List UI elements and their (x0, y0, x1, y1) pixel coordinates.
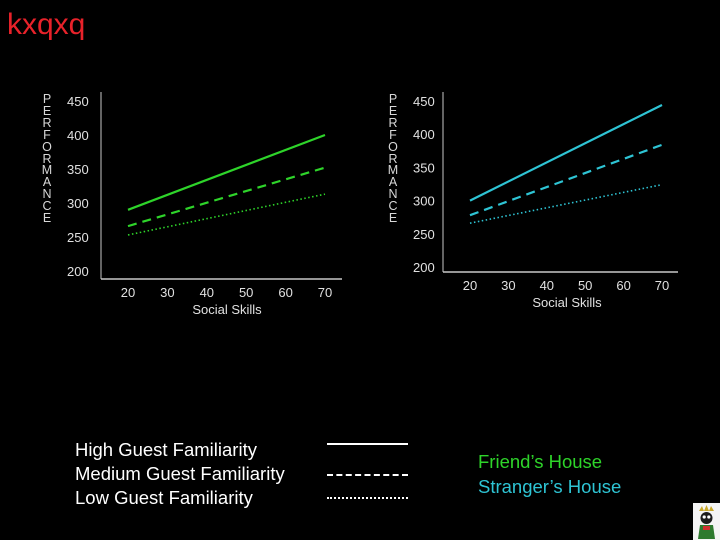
legend-high-familiarity: High Guest Familiarity (75, 439, 257, 460)
right-x-tick-label: 30 (501, 278, 515, 293)
y-axis-label-letter: A (388, 175, 398, 190)
y-axis-label-letter: R (388, 115, 398, 130)
left-x-tick-label: 30 (160, 285, 174, 300)
right-y-tick-label: 400 (413, 127, 435, 142)
right-y-tick-label: 450 (413, 94, 435, 109)
left-x-tick-label: 40 (200, 285, 214, 300)
right-x-tick-label: 50 (578, 278, 592, 293)
left-series-dashed (127, 166, 326, 228)
y-axis-label-letter: A (42, 175, 52, 190)
left-x-tick-label: 60 (278, 285, 292, 300)
left-x-tick-label: 20 (121, 285, 135, 300)
right-x-tick-label: 40 (540, 278, 554, 293)
y-axis-label-letter: E (388, 211, 398, 226)
right-y-tick-label: 250 (413, 227, 435, 242)
right-x-tick-label: 60 (616, 278, 630, 293)
legend-medium-familiarity: Medium Guest Familiarity (75, 463, 285, 484)
right-series-dotted (469, 183, 663, 224)
right-series-solid (469, 103, 663, 202)
right-y-tick-label: 350 (413, 160, 435, 175)
y-axis-label-letter: R (388, 151, 398, 166)
right-x-tick-label: 20 (463, 278, 477, 293)
right-series-dashed (469, 143, 663, 217)
y-axis-label-letter: E (42, 211, 52, 226)
legend-dotted-line (327, 497, 408, 499)
y-axis-label-letter: P (42, 92, 52, 106)
y-axis-label-letter: C (388, 199, 398, 214)
left-x-tick-label: 70 (318, 285, 332, 300)
y-axis-label-letter: N (42, 187, 52, 202)
legend-strangers-house: Stranger’s House (478, 476, 622, 497)
y-axis-label-letter: R (42, 115, 52, 130)
y-axis-label-letter: E (388, 103, 398, 118)
y-axis-label-letter: R (42, 151, 52, 166)
left-series-solid (127, 133, 326, 211)
y-axis-label-letter: M (387, 163, 399, 178)
right-x-axis-label: Social Skills (532, 295, 602, 310)
legend-dashed-line (327, 474, 408, 476)
legend-friends-house: Friend’s House (478, 451, 603, 472)
right-y-tick-label: 300 (413, 194, 435, 209)
y-axis-label-letter: E (42, 103, 52, 118)
y-axis-label-letter: F (43, 127, 51, 142)
left-y-tick-label: 200 (67, 264, 89, 279)
left-y-tick-label: 350 (67, 162, 89, 177)
y-axis-label-letter: O (42, 139, 52, 154)
legend-low-familiarity: Low Guest Familiarity (75, 487, 253, 508)
y-axis-label-letter: N (388, 187, 398, 202)
left-x-tick-label: 50 (239, 285, 253, 300)
left-y-tick-label: 450 (67, 94, 89, 109)
left-y-tick-label: 300 (67, 196, 89, 211)
legend-solid-line (327, 443, 408, 445)
left-x-axis-label: Social Skills (192, 302, 262, 317)
left-series-dotted (127, 193, 326, 236)
y-axis-label-letter: P (388, 92, 398, 106)
y-axis-label-letter: O (388, 139, 398, 154)
mascot-logo-icon (693, 503, 720, 540)
y-axis-label-letter: F (389, 127, 397, 142)
y-axis-label-letter: C (42, 199, 52, 214)
right-x-tick-label: 70 (655, 278, 669, 293)
y-axis-label-letter: M (41, 163, 53, 178)
right-y-tick-label: 200 (413, 260, 435, 275)
left-y-tick-label: 400 (67, 128, 89, 143)
left-y-tick-label: 250 (67, 230, 89, 245)
slide-title: kxqxq (7, 8, 86, 41)
